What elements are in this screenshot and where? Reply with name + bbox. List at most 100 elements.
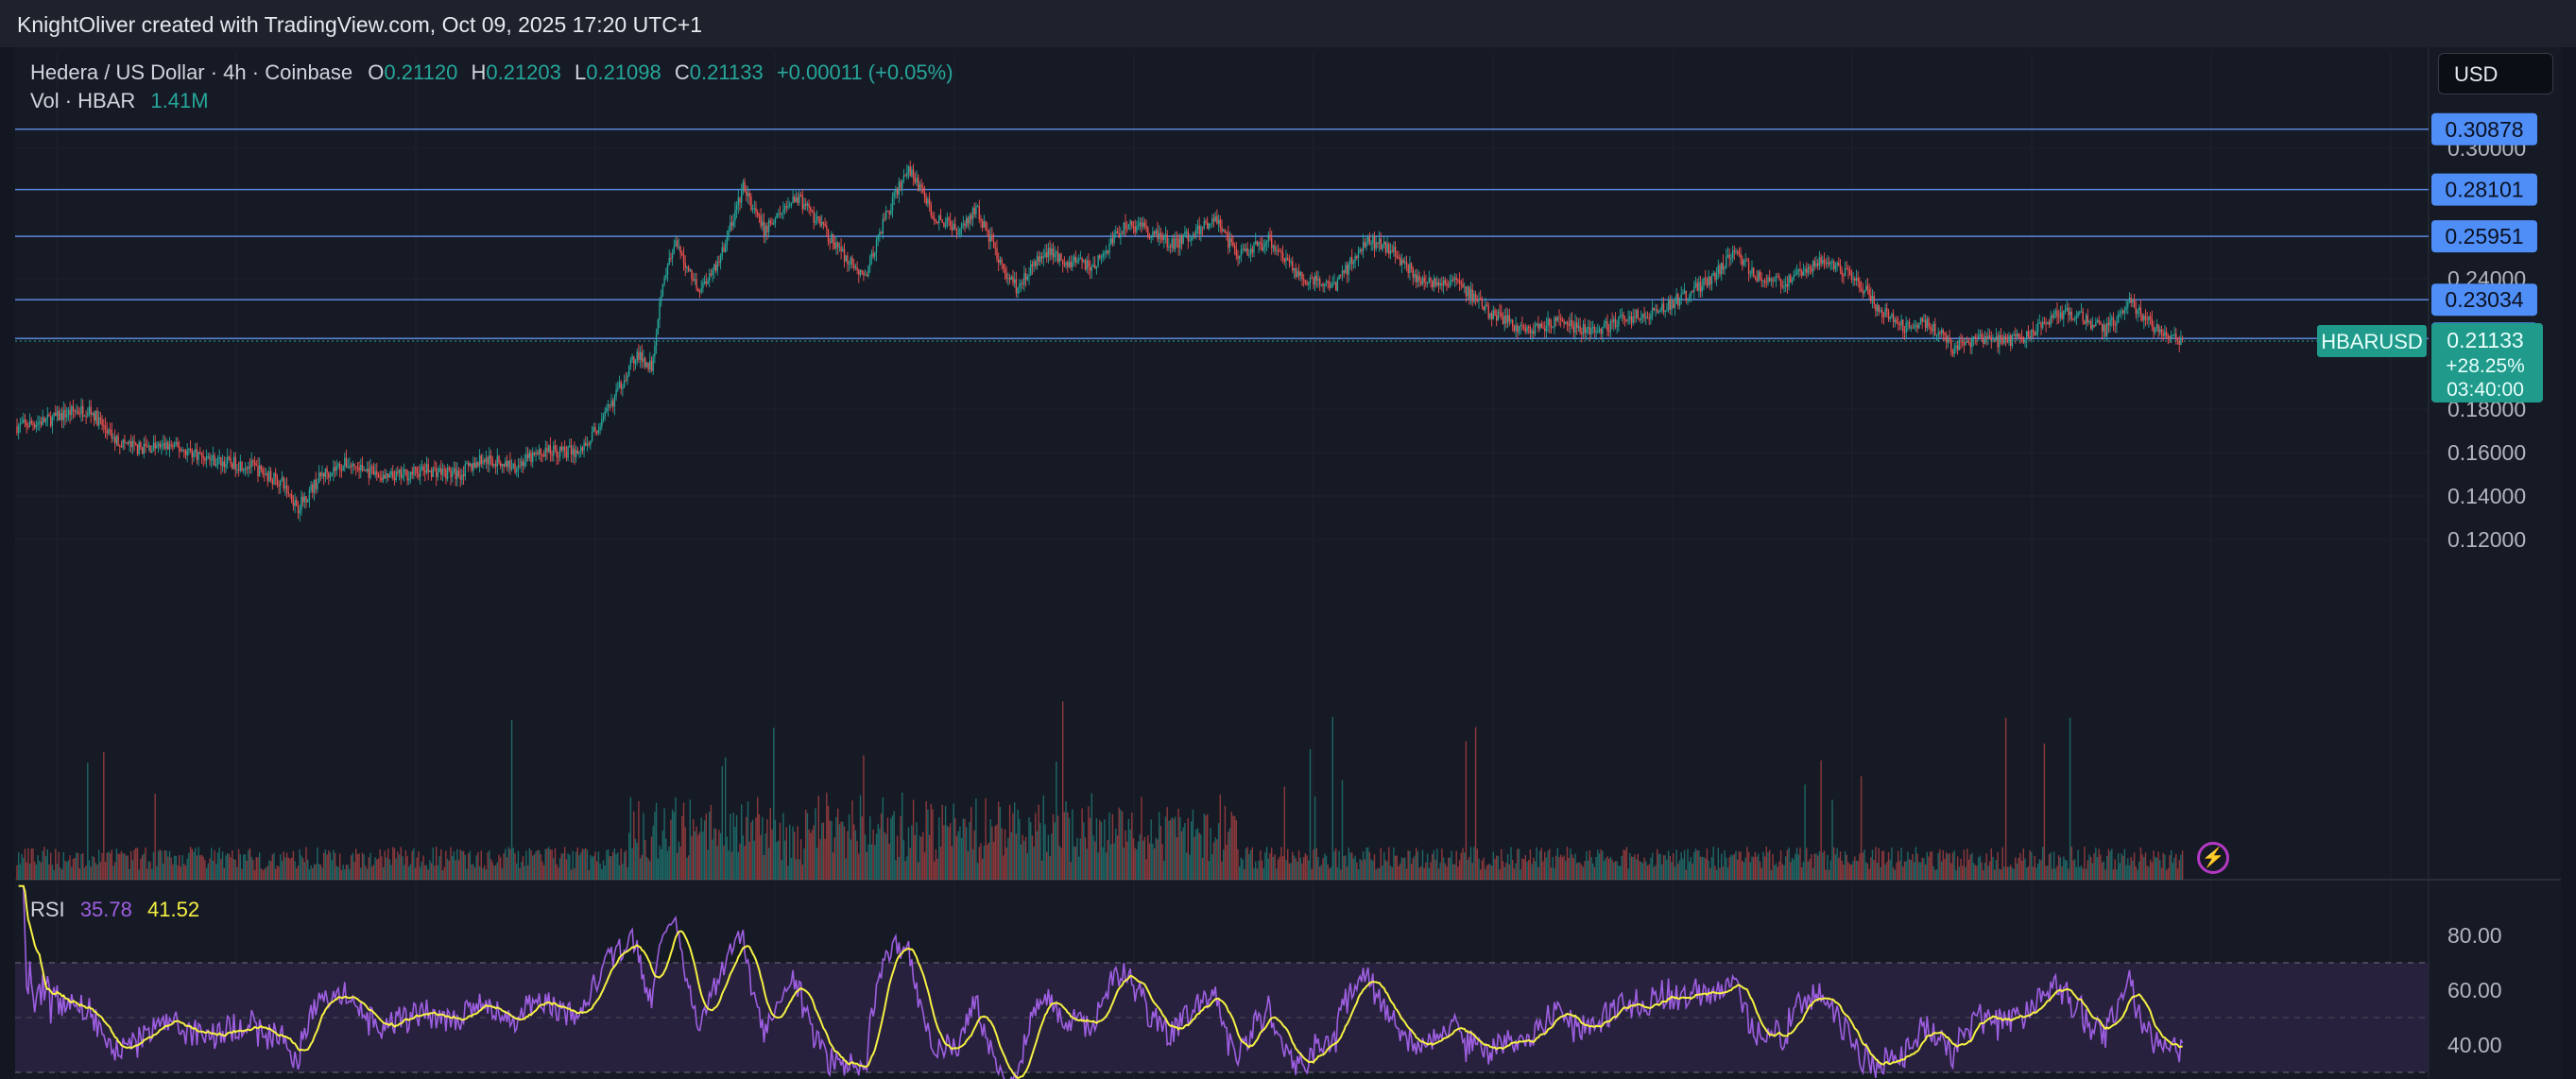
volume-bar bbox=[487, 852, 489, 880]
volume-bar bbox=[2090, 856, 2092, 880]
volume-bar bbox=[1687, 848, 1689, 880]
candle-body bbox=[387, 472, 389, 478]
candle-body bbox=[101, 419, 103, 426]
candle-body bbox=[1685, 290, 1687, 300]
volume-bar bbox=[1255, 861, 1257, 880]
candle-body bbox=[1881, 309, 1883, 317]
volume-bar bbox=[152, 851, 155, 880]
volume-bar bbox=[1533, 857, 1535, 880]
candle-body bbox=[1036, 256, 1039, 266]
volume-bar bbox=[1320, 865, 1323, 880]
candle-body bbox=[421, 466, 423, 470]
candle-body bbox=[112, 437, 114, 438]
volume-bar bbox=[183, 864, 185, 880]
volume-bar bbox=[390, 865, 392, 880]
volume-bar bbox=[236, 866, 238, 880]
candle-body bbox=[418, 473, 420, 477]
volume-bar bbox=[655, 802, 658, 880]
volume-bar bbox=[284, 857, 286, 880]
candle-body bbox=[44, 419, 47, 422]
candle-body bbox=[1469, 289, 1472, 299]
candle-body bbox=[572, 448, 574, 455]
volume-bar bbox=[1024, 836, 1027, 880]
volume-bar bbox=[1458, 860, 1461, 880]
volume-bar bbox=[1934, 869, 1936, 880]
candle-body bbox=[1586, 328, 1588, 334]
volume-bar bbox=[58, 851, 60, 880]
volume-bar bbox=[1378, 867, 1381, 880]
volume-bar bbox=[1873, 860, 1875, 880]
volume-bar bbox=[1239, 865, 1241, 880]
volume-bar bbox=[783, 840, 786, 880]
candle-body bbox=[885, 211, 887, 220]
candle-body bbox=[331, 472, 333, 476]
candle-body bbox=[172, 445, 174, 447]
candle-body bbox=[1811, 268, 1812, 272]
volume-bar bbox=[1039, 822, 1041, 880]
volume-bar bbox=[204, 860, 206, 880]
candle-body bbox=[1577, 325, 1580, 328]
candle-body bbox=[1694, 283, 1697, 287]
volume-bar bbox=[1471, 863, 1473, 880]
volume-bar bbox=[339, 853, 341, 880]
candle-body bbox=[1198, 225, 1200, 234]
volume-bar bbox=[537, 849, 539, 880]
volume-bar bbox=[1609, 856, 1612, 880]
volume-bar bbox=[2011, 867, 2014, 880]
candle-body bbox=[1028, 275, 1030, 277]
volume-bar bbox=[103, 752, 105, 880]
candle-body bbox=[2043, 321, 2046, 324]
volume-bar bbox=[349, 868, 351, 880]
volume-bar bbox=[1476, 848, 1478, 880]
candle-body bbox=[1855, 278, 1858, 281]
candle-body bbox=[1276, 249, 1278, 251]
volume-bar bbox=[553, 858, 555, 880]
volume-bar bbox=[372, 865, 375, 880]
candle-body bbox=[1678, 299, 1681, 306]
currency-button[interactable]: USD bbox=[2438, 53, 2553, 94]
candle-body bbox=[312, 484, 314, 493]
volume-bar bbox=[1597, 849, 1599, 880]
volume-bar bbox=[292, 850, 295, 880]
candle-body bbox=[456, 471, 458, 480]
candle-body bbox=[687, 266, 690, 271]
candle-body bbox=[2004, 335, 2007, 340]
candle-body bbox=[1537, 323, 1539, 329]
volume-bar bbox=[1452, 864, 1454, 880]
candle-body bbox=[588, 443, 590, 445]
close-label: C bbox=[674, 60, 690, 84]
candle-body bbox=[398, 470, 401, 473]
candle-body bbox=[333, 467, 335, 473]
volume-bar bbox=[1529, 849, 1532, 880]
volume-bar bbox=[1518, 848, 1520, 880]
volume-bar bbox=[1134, 848, 1136, 880]
volume-bar bbox=[1614, 861, 1617, 880]
volume-bar bbox=[657, 858, 659, 880]
volume-bar bbox=[1348, 848, 1349, 880]
volume-bar bbox=[698, 831, 701, 880]
volume-bar bbox=[1896, 862, 1898, 880]
volume-bar bbox=[1095, 818, 1098, 880]
candle-body bbox=[1221, 227, 1223, 231]
volume-bar bbox=[697, 834, 699, 880]
volume-bar bbox=[1489, 864, 1491, 880]
candle-body bbox=[241, 461, 243, 471]
volume-bar bbox=[1915, 847, 1917, 880]
volume-bar bbox=[1306, 855, 1308, 880]
volume-bar bbox=[1224, 805, 1227, 880]
volume-bar bbox=[1388, 847, 1390, 880]
volume-bar bbox=[1322, 858, 1324, 880]
volume-bar bbox=[1324, 853, 1326, 880]
volume-bar bbox=[1405, 868, 1408, 880]
candle-body bbox=[143, 443, 145, 454]
volume-bar bbox=[530, 850, 532, 880]
volume-bar bbox=[1237, 848, 1239, 880]
volume-bar bbox=[2119, 863, 2121, 880]
volume-bar bbox=[721, 765, 723, 880]
volume-bar bbox=[541, 861, 543, 880]
volume-bar bbox=[305, 847, 307, 880]
candle-body bbox=[928, 198, 931, 205]
volume-bar bbox=[1865, 862, 1867, 880]
lightning-icon[interactable]: ⚡ bbox=[2197, 842, 2229, 874]
